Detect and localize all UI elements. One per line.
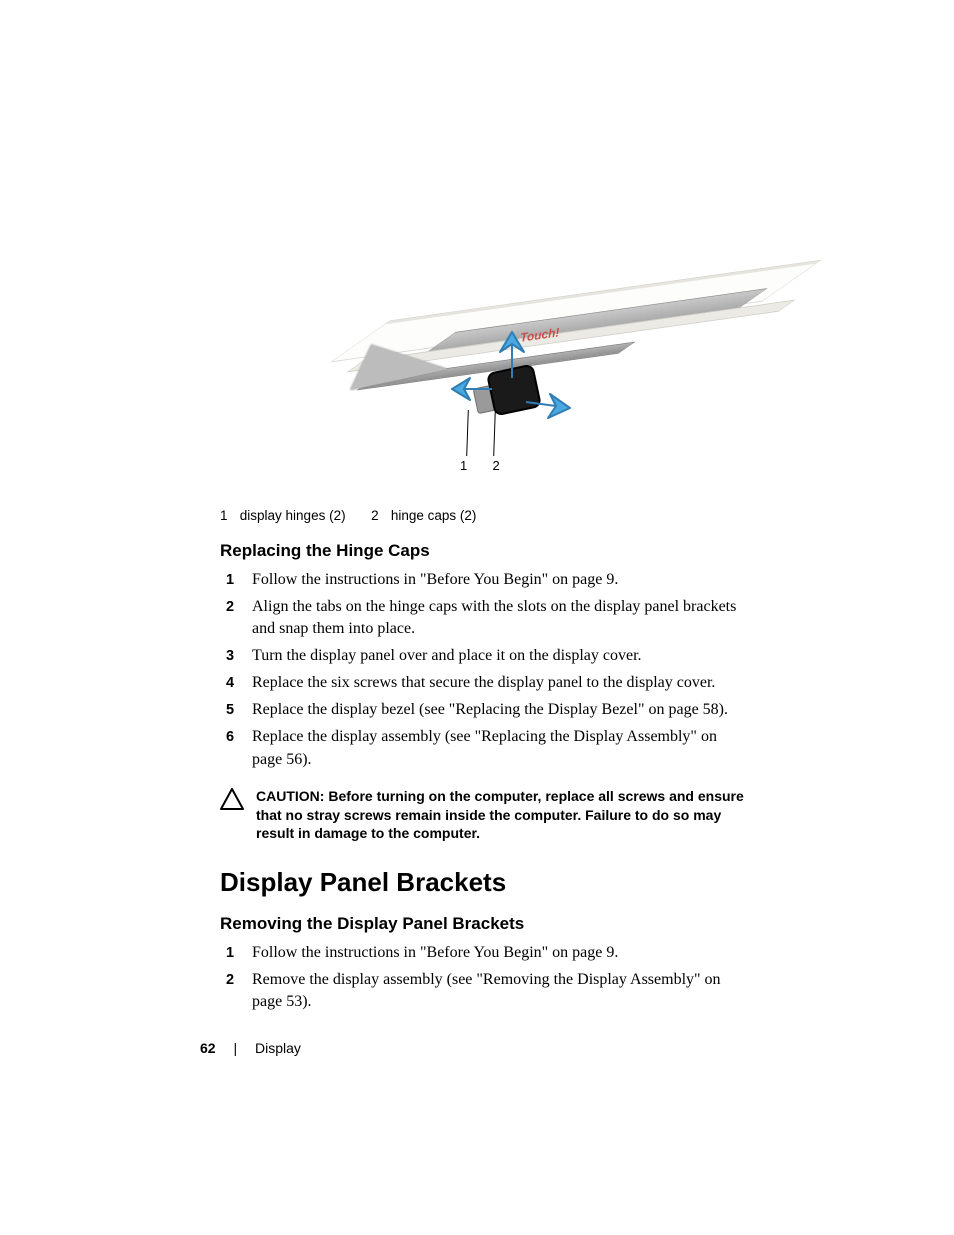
hinge-cap <box>486 363 542 416</box>
caution-label: CAUTION: <box>256 788 328 804</box>
legend-label-2: hinge caps (2) <box>391 508 477 523</box>
legend-num-2: 2 <box>371 508 387 523</box>
steps-replacing: Follow the instructions in "Before You B… <box>220 569 750 771</box>
leader-1 <box>466 410 469 456</box>
caution-icon <box>220 788 244 810</box>
subhead-removing-brackets: Removing the Display Panel Brackets <box>220 914 750 934</box>
step: Remove the display assembly (see "Removi… <box>220 969 750 1013</box>
steps-removing: Follow the instructions in "Before You B… <box>220 942 750 1013</box>
leader-2 <box>493 410 496 456</box>
footer-separator: | <box>233 1040 237 1056</box>
caution-body: Before turning on the computer, replace … <box>256 788 744 842</box>
caution-text: CAUTION: Before turning on the computer,… <box>256 787 750 844</box>
footer-section: Display <box>255 1040 301 1056</box>
hinge-figure: Touch! 1 2 <box>240 270 730 480</box>
legend-num-1: 1 <box>220 508 236 523</box>
figure-legend: 1 display hinges (2) 2 hinge caps (2) <box>220 508 750 523</box>
step: Follow the instructions in "Before You B… <box>220 942 750 964</box>
step: Turn the display panel over and place it… <box>220 645 750 667</box>
heading-display-panel-brackets: Display Panel Brackets <box>220 867 750 898</box>
callout-2: 2 <box>492 458 499 473</box>
step: Replace the six screws that secure the d… <box>220 672 750 694</box>
step: Follow the instructions in "Before You B… <box>220 569 750 591</box>
step: Replace the display bezel (see "Replacin… <box>220 699 750 721</box>
page-number: 62 <box>200 1040 216 1056</box>
legend-label-1: display hinges (2) <box>240 508 346 523</box>
step: Align the tabs on the hinge caps with th… <box>220 596 750 640</box>
callout-1: 1 <box>460 458 467 473</box>
caution-block: CAUTION: Before turning on the computer,… <box>220 787 750 844</box>
page: Touch! 1 2 1 displ <box>0 0 954 1235</box>
subhead-replacing-hinge-caps: Replacing the Hinge Caps <box>220 541 750 561</box>
content-column: Touch! 1 2 1 displ <box>220 270 750 1030</box>
step: Replace the display assembly (see "Repla… <box>220 726 750 770</box>
page-footer: 62 | Display <box>200 1040 301 1056</box>
figure-callouts: 1 2 <box>460 458 500 473</box>
